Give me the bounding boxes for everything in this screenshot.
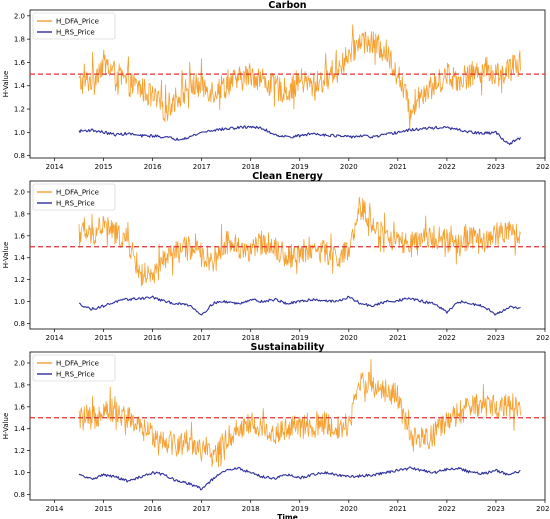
x-tick-label: 2017 [193, 505, 211, 513]
legend: H_DFA_Price H_RS_Price [32, 12, 116, 40]
x-tick-label: 2018 [242, 334, 260, 342]
y-tick-label: 1.6 [14, 59, 26, 67]
y-tick-label: 1.0 [14, 298, 25, 306]
legend-box [32, 12, 116, 40]
x-tick-label: 2016 [144, 505, 162, 513]
x-tick-label: 2020 [340, 505, 358, 513]
chart-title: Carbon [268, 0, 306, 11]
plot-frame [29, 351, 546, 501]
y-tick-label: 1.0 [14, 129, 25, 137]
y-tick-label: 2.0 [14, 359, 25, 367]
legend-entry: H_RS_Price [56, 200, 95, 208]
legend-box [32, 354, 116, 382]
x-tick-label: 2022 [438, 163, 456, 171]
legend-entry: H_RS_Price [56, 29, 95, 37]
x-tick-label: 2016 [144, 163, 162, 171]
x-axis-label: Time [277, 513, 298, 519]
series-line-h-dfa-price [78, 196, 521, 287]
legend: H_DFA_Price H_RS_Price [32, 183, 116, 211]
legend-entry: H_DFA_Price [56, 360, 99, 368]
series-line-h-dfa-price [78, 24, 521, 129]
x-tick-label: 2017 [193, 163, 211, 171]
x-tick-label: 2023 [487, 334, 505, 342]
x-tick-label: 2020 [340, 334, 358, 342]
series-line-h-rs-price [78, 125, 521, 146]
x-tick-label: 2021 [389, 334, 407, 342]
x-tick-label: 2015 [95, 505, 113, 513]
x-tick-label: 2014 [46, 334, 64, 342]
x-tick-label: 2019 [291, 505, 309, 513]
x-tick-label: 2014 [46, 505, 64, 513]
x-tick-label: 2023 [487, 505, 505, 513]
x-tick-label: 2020 [340, 163, 358, 171]
x-tick-label: 2018 [242, 505, 260, 513]
y-tick-label: 2.0 [14, 12, 25, 20]
y-tick-label: 0.8 [14, 320, 25, 328]
y-tick-label: 1.6 [14, 232, 26, 240]
x-tick-label: 2018 [242, 163, 260, 171]
legend-entry: H_RS_Price [56, 371, 95, 379]
y-axis-label: H-Value [2, 242, 10, 269]
series-line-h-dfa-price [78, 359, 521, 468]
y-tick-label: 1.8 [14, 381, 25, 389]
x-tick-label: 2014 [46, 163, 64, 171]
x-tick-label: 2022 [438, 505, 456, 513]
y-tick-label: 1.2 [14, 106, 25, 114]
x-tick-label: 2024 [536, 334, 550, 342]
y-tick-label: 1.2 [14, 447, 25, 455]
legend-entry: H_DFA_Price [56, 18, 99, 26]
x-tick-label: 2024 [536, 505, 550, 513]
chart-title: Sustainability [251, 342, 326, 353]
x-tick-label: 2017 [193, 334, 211, 342]
legend-entry: H_DFA_Price [56, 189, 99, 197]
y-tick-label: 1.4 [14, 425, 26, 433]
chart-panel-0: Carbon 0.8 1.0 1.2 1.4 1.6 1.8 2.0 2014 2015 2016 2… [2, 0, 550, 171]
x-tick-label: 2019 [291, 163, 309, 171]
y-axis-label: H-Value [2, 71, 10, 98]
chart-title: Clean Energy [252, 171, 323, 182]
y-tick-label: 1.8 [14, 36, 25, 44]
legend: H_DFA_Price H_RS_Price [32, 354, 116, 382]
x-tick-label: 2022 [438, 334, 456, 342]
y-tick-label: 0.8 [14, 491, 25, 499]
x-tick-label: 2015 [95, 163, 113, 171]
x-tick-label: 2023 [487, 163, 505, 171]
chart-panel-2: Sustainability 0.8 1.0 1.2 1.4 1.6 1.8 2.0 2014 2… [2, 342, 550, 519]
x-tick-label: 2019 [291, 334, 309, 342]
plot-frame [29, 180, 546, 330]
plot-frame [29, 9, 546, 159]
y-tick-label: 1.4 [14, 82, 26, 90]
y-tick-label: 0.8 [14, 152, 25, 160]
y-tick-label: 2.0 [14, 188, 25, 196]
x-tick-label: 2021 [389, 505, 407, 513]
chart-panel-1: Clean Energy 0.8 1.0 1.2 1.4 1.6 1.8 2.0 2014 201… [2, 171, 550, 342]
y-tick-label: 1.2 [14, 276, 25, 284]
y-tick-label: 1.0 [14, 469, 25, 477]
series-line-h-rs-price [78, 295, 521, 316]
y-axis-label: H-Value [2, 413, 10, 440]
y-tick-label: 1.8 [14, 210, 25, 218]
series-line-h-rs-price [78, 466, 521, 491]
x-tick-label: 2024 [536, 163, 550, 171]
x-tick-label: 2015 [95, 334, 113, 342]
y-tick-label: 1.6 [14, 403, 26, 411]
y-tick-label: 1.4 [14, 254, 26, 262]
x-tick-label: 2021 [389, 163, 407, 171]
x-tick-label: 2016 [144, 334, 162, 342]
legend-box [32, 183, 116, 211]
